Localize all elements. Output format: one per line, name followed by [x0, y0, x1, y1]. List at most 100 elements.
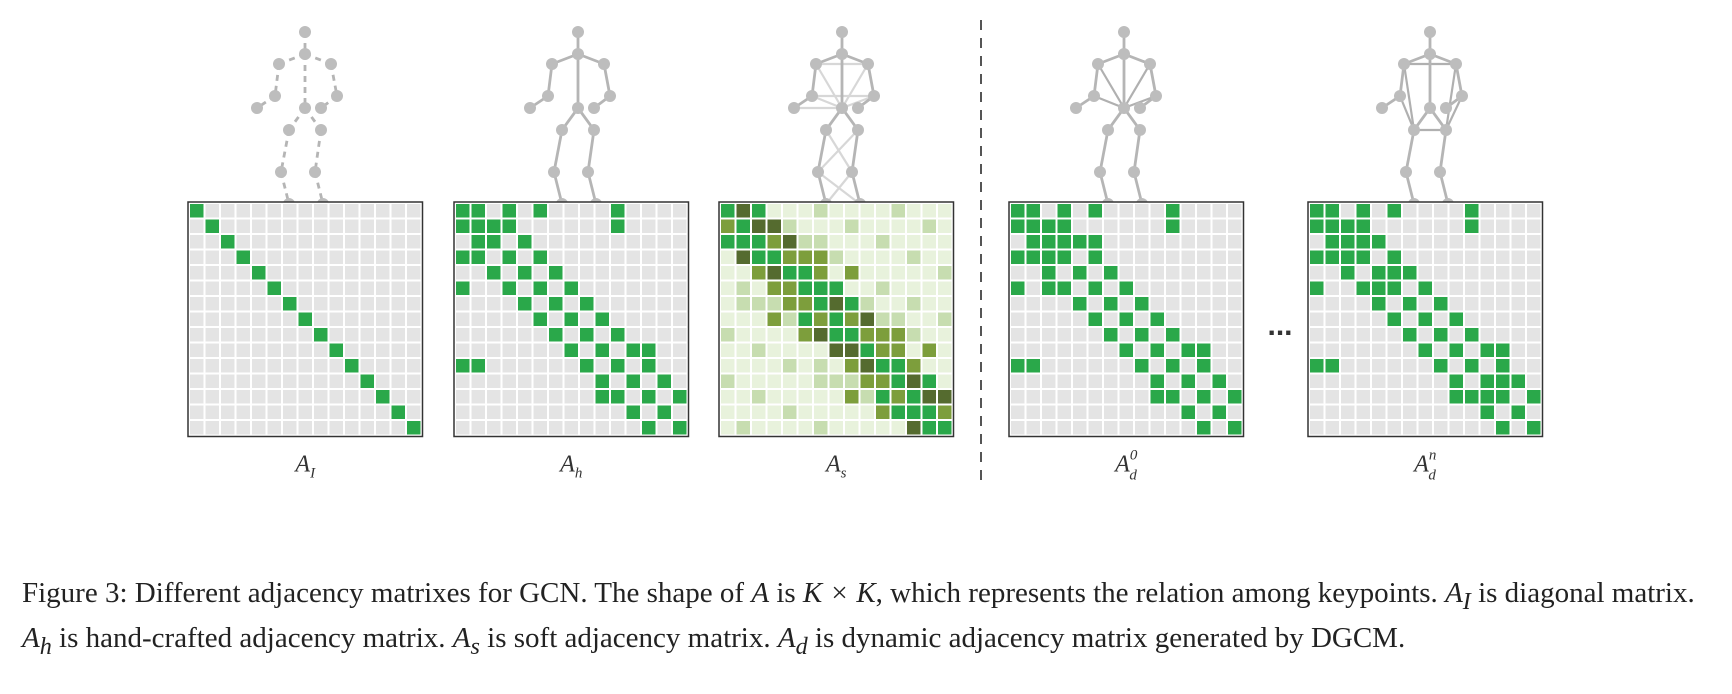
matrix-cell	[518, 281, 532, 295]
matrix-cell	[502, 312, 516, 326]
matrix-cell	[376, 204, 390, 218]
matrix-cell	[1150, 390, 1164, 404]
matrix-cell	[1135, 266, 1149, 280]
matrix-cell	[549, 235, 563, 249]
skeleton-dynn	[1376, 26, 1468, 210]
matrix-cell	[518, 219, 532, 233]
matrix-cell	[814, 297, 828, 311]
matrix-cell	[938, 250, 952, 264]
matrix-cell	[1403, 390, 1417, 404]
matrix-cell	[1119, 359, 1133, 373]
matrix-cell	[595, 390, 609, 404]
matrix-cell	[345, 405, 359, 419]
matrix-cell	[1372, 405, 1386, 419]
matrix-cell	[1088, 359, 1102, 373]
matrix-cell	[798, 281, 812, 295]
matrix-cell	[922, 312, 936, 326]
matrix-cell	[1166, 204, 1180, 218]
matrix-cell	[860, 204, 874, 218]
matrix-cell	[845, 266, 859, 280]
matrix-cell	[673, 219, 687, 233]
matrix-cell	[1135, 312, 1149, 326]
matrix-cell	[845, 297, 859, 311]
matrix-cell	[752, 374, 766, 388]
matrix-cell	[922, 219, 936, 233]
matrix-cell	[314, 390, 328, 404]
matrix-cell	[611, 328, 625, 342]
matrix-cell	[1197, 374, 1211, 388]
matrix-cell	[1088, 250, 1102, 264]
matrix-cell	[1434, 390, 1448, 404]
caption-math-kxk: K × K	[802, 577, 876, 609]
matrix-cell	[345, 390, 359, 404]
matrix-cell	[1011, 235, 1025, 249]
matrix-cell	[360, 297, 374, 311]
matrix-cell	[1341, 374, 1355, 388]
matrix-cell	[1011, 359, 1025, 373]
skeleton-extra-bone	[1402, 63, 1416, 131]
matrix-identity: AI	[187, 201, 424, 482]
matrix-cell	[1480, 204, 1494, 218]
matrix-cell	[1480, 312, 1494, 326]
matrix-cell	[721, 343, 735, 357]
caption-math-ad: A	[777, 621, 796, 654]
matrix-cell	[1150, 281, 1164, 295]
matrix-cell	[518, 235, 532, 249]
matrix-cell	[471, 421, 485, 435]
matrix-cell	[1073, 219, 1087, 233]
matrix-cell	[1150, 235, 1164, 249]
matrix-cell	[783, 405, 797, 419]
matrix-cell	[1181, 235, 1195, 249]
matrix-cell	[860, 250, 874, 264]
skeleton-hand	[524, 26, 616, 210]
matrix-cell	[1150, 312, 1164, 326]
matrix-cell	[1310, 235, 1324, 249]
matrix-cell	[1104, 328, 1118, 342]
matrix-cell	[298, 390, 312, 404]
matrix-cell	[1356, 374, 1370, 388]
matrix-cell	[1042, 421, 1056, 435]
matrix-cell	[657, 281, 671, 295]
matrix-cell	[1310, 405, 1324, 419]
matrix-cell	[1418, 390, 1432, 404]
matrix-cell	[1511, 204, 1525, 218]
matrix-cell	[391, 266, 405, 280]
matrix-cell	[752, 250, 766, 264]
matrix-cell	[1341, 281, 1355, 295]
matrix-cell	[1073, 359, 1087, 373]
matrix-cell	[1434, 405, 1448, 419]
matrix-cell	[487, 343, 501, 357]
matrix-cell	[456, 204, 470, 218]
matrix-cell	[391, 359, 405, 373]
matrix-cell	[673, 250, 687, 264]
matrix-cell	[267, 390, 281, 404]
matrix-cell	[471, 235, 485, 249]
matrix-cell	[673, 235, 687, 249]
matrix-cell	[549, 359, 563, 373]
matrix-cell	[549, 297, 563, 311]
matrix-cell	[471, 250, 485, 264]
matrix-cell	[314, 328, 328, 342]
matrix-cell	[798, 390, 812, 404]
matrix-cell	[595, 266, 609, 280]
matrix-cell	[829, 281, 843, 295]
matrix-cell	[1228, 390, 1242, 404]
caption-sub-s: s	[470, 632, 480, 660]
matrix-cell	[767, 266, 781, 280]
matrix-cell	[1449, 390, 1463, 404]
matrix-cell	[376, 359, 390, 373]
matrix-cell	[783, 421, 797, 435]
matrix-cell	[1418, 235, 1432, 249]
matrix-cell	[502, 219, 516, 233]
matrix-cell	[252, 297, 266, 311]
matrix-cell	[314, 374, 328, 388]
matrix-cell	[783, 204, 797, 218]
matrix-cell	[487, 359, 501, 373]
matrix-cell	[1310, 281, 1324, 295]
matrix-cell	[1418, 281, 1432, 295]
matrix-cell	[252, 328, 266, 342]
matrix-cell	[252, 281, 266, 295]
matrix-cell	[329, 421, 343, 435]
matrix-cell	[298, 343, 312, 357]
matrix-cell	[502, 250, 516, 264]
